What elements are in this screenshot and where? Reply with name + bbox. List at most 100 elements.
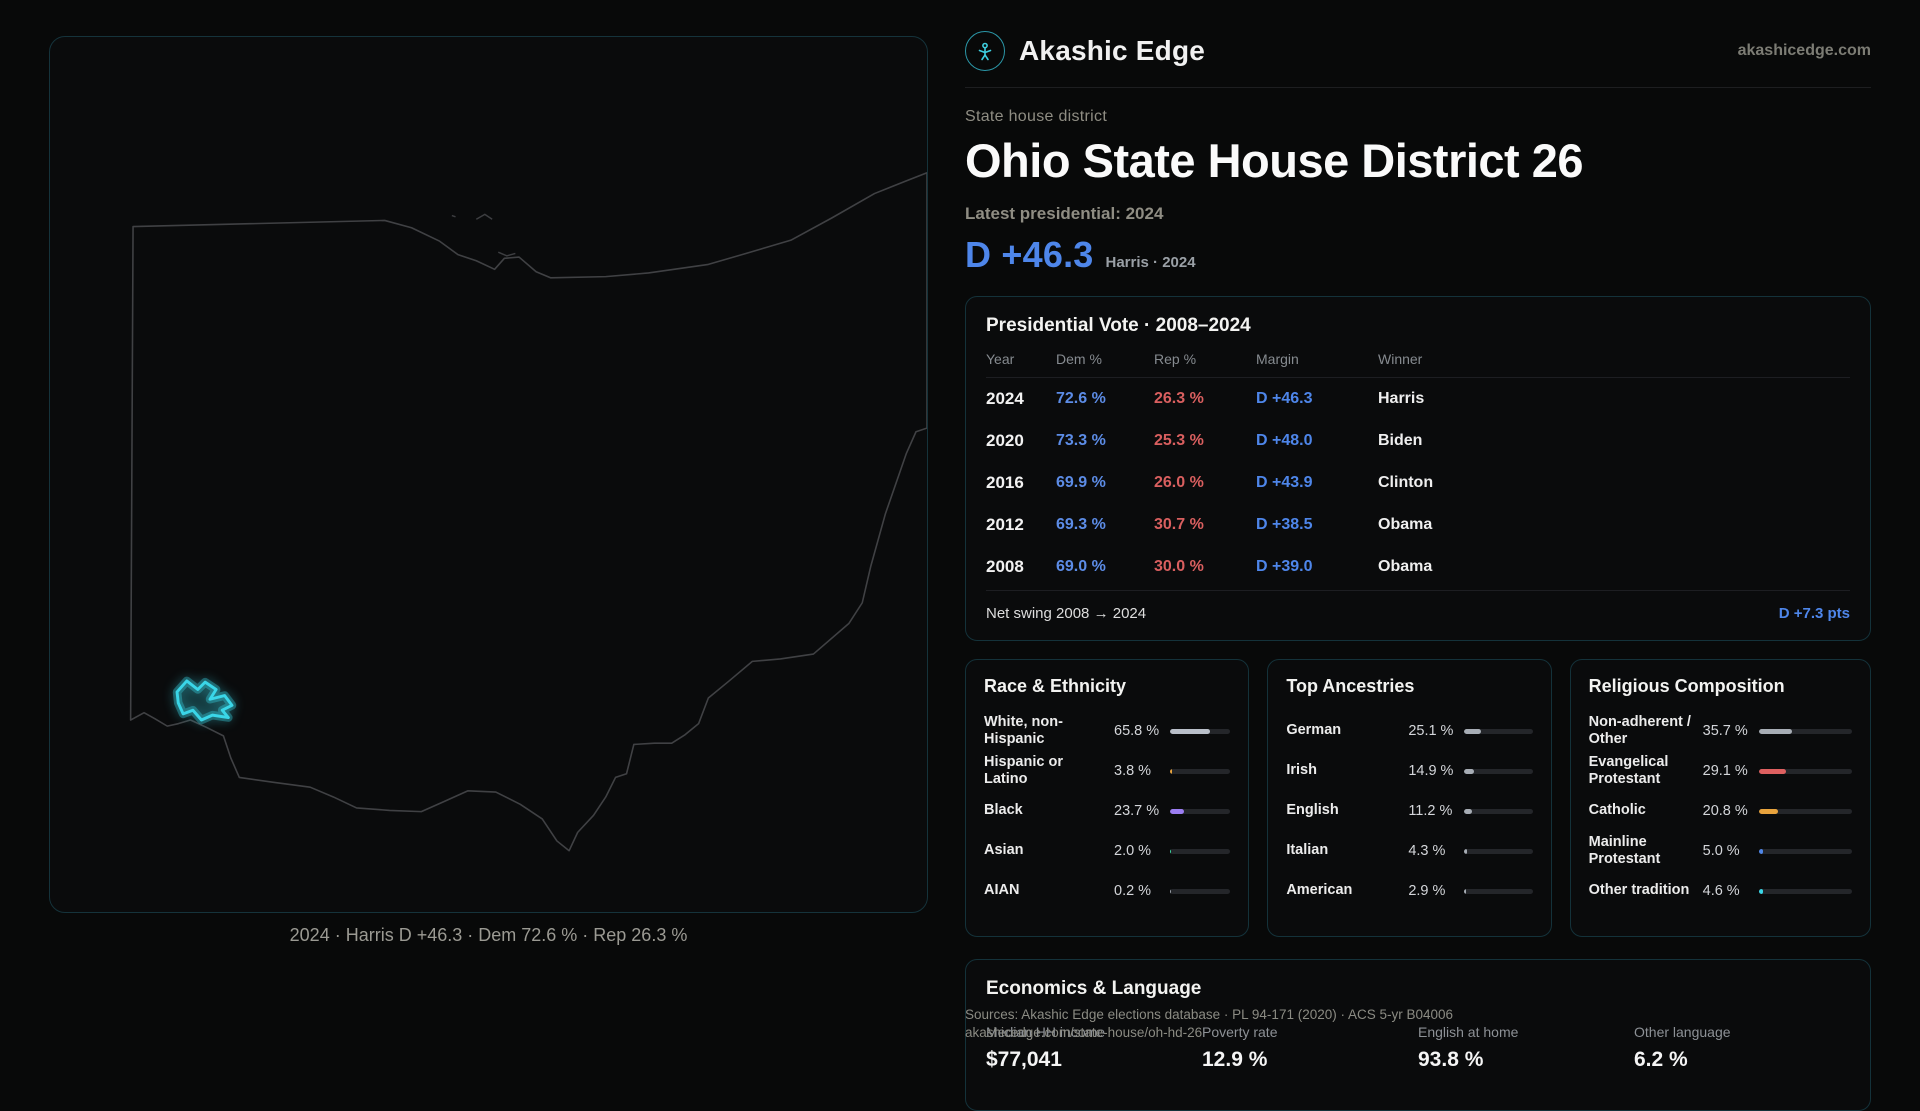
demo-value: 23.7 % bbox=[1114, 803, 1160, 819]
demo-label: Italian bbox=[1286, 842, 1329, 859]
list-item: American 2.9 % bbox=[1286, 871, 1533, 911]
demo-value: 29.1 % bbox=[1702, 763, 1748, 779]
demo-bar bbox=[1464, 728, 1533, 734]
rep-cell: 30.0 % bbox=[1154, 558, 1204, 575]
winner-cell: Biden bbox=[1378, 432, 1423, 449]
presidential-card-title: Presidential Vote · 2008–2024 bbox=[986, 315, 1251, 336]
district-type-kicker: State house district bbox=[965, 108, 1108, 125]
list-item: Asian 2.0 % bbox=[984, 831, 1231, 871]
demo-label: German bbox=[1286, 722, 1342, 739]
header: Akashic Edge akashicedge.com bbox=[965, 30, 1871, 72]
table-row: 2008 69.0 % 30.0 % D +39.0 Obama bbox=[986, 546, 1850, 588]
page-title: Ohio State House District 26 bbox=[965, 134, 1584, 187]
table-row: 2024 72.6 % 26.3 % D +46.3 Harris bbox=[986, 378, 1850, 420]
demo-bar bbox=[1170, 848, 1231, 854]
stat-value: 93.8 % bbox=[1418, 1048, 1484, 1071]
demo-value: 0.2 % bbox=[1114, 883, 1152, 899]
margin-cell: D +38.5 bbox=[1256, 516, 1313, 533]
demo-bar bbox=[1170, 808, 1231, 814]
demo-label: Mainline Protestant bbox=[1588, 833, 1661, 867]
demo-label: American bbox=[1286, 882, 1353, 899]
demo-bar bbox=[1758, 768, 1852, 774]
winner-cell: Obama bbox=[1378, 516, 1433, 533]
list-item: AIAN 0.2 % bbox=[984, 871, 1231, 911]
header-divider bbox=[965, 87, 1871, 88]
col-dem: Dem % bbox=[1056, 351, 1102, 367]
list-item: Irish 14.9 % bbox=[1286, 751, 1533, 791]
dem-cell: 72.6 % bbox=[1056, 390, 1106, 407]
demo-bar bbox=[1464, 848, 1533, 854]
table-row: 2012 69.3 % 30.7 % D +38.5 Obama bbox=[986, 504, 1850, 546]
winner-cell: Clinton bbox=[1378, 474, 1434, 491]
col-winner: Winner bbox=[1378, 351, 1423, 367]
demo-value: 4.3 % bbox=[1408, 843, 1446, 859]
col-year: Year bbox=[986, 351, 1015, 367]
demo-bar bbox=[1758, 888, 1852, 894]
table-row: 2016 69.9 % 26.0 % D +43.9 Clinton bbox=[986, 462, 1850, 504]
margin-cell: D +46.3 bbox=[1256, 390, 1313, 407]
stat-value: 6.2 % bbox=[1634, 1048, 1688, 1071]
lake-erie-islands bbox=[451, 213, 516, 257]
latest-presidential-label: Latest presidential: 2024 bbox=[965, 204, 1164, 223]
economics-card-title: Economics & Language bbox=[986, 978, 1202, 999]
demo-label: AIAN bbox=[984, 882, 1020, 899]
demo-label: English bbox=[1286, 802, 1339, 819]
dem-cell: 69.9 % bbox=[1056, 474, 1106, 491]
demo-bar bbox=[1464, 768, 1533, 774]
list-item: Italian 4.3 % bbox=[1286, 831, 1533, 871]
stat-other-language: Other language 6.2 % bbox=[1634, 1024, 1850, 1072]
demo-bar bbox=[1170, 728, 1231, 734]
demo-label: Other tradition bbox=[1588, 882, 1690, 899]
demo-bar bbox=[1758, 808, 1852, 814]
district-26-shape bbox=[175, 679, 234, 722]
economics-stats-row: Median HH income $77,041 Poverty rate 12… bbox=[986, 1024, 1850, 1072]
year-cell: 2012 bbox=[986, 515, 1024, 534]
stat-english-at-home: English at home 93.8 % bbox=[1418, 1024, 1634, 1072]
demo-bar bbox=[1464, 808, 1533, 814]
stat-poverty-rate: Poverty rate 12.9 % bbox=[1202, 1024, 1418, 1072]
col-rep: Rep % bbox=[1154, 351, 1197, 367]
demo-value: 20.8 % bbox=[1702, 803, 1748, 819]
ancestries-card-title: Top Ancestries bbox=[1286, 676, 1415, 696]
demo-value: 14.9 % bbox=[1408, 763, 1454, 779]
ohio-outline bbox=[129, 172, 927, 852]
demo-value: 2.9 % bbox=[1408, 883, 1446, 899]
race-ethnicity-card: Race & Ethnicity White, non-Hispanic 65.… bbox=[965, 659, 1250, 937]
winner-cell: Harris bbox=[1378, 390, 1425, 407]
list-item: German 25.1 % bbox=[1286, 711, 1533, 751]
demo-value: 25.1 % bbox=[1408, 723, 1454, 739]
table-row: 2020 73.3 % 25.3 % D +48.0 Biden bbox=[986, 420, 1850, 462]
margin-cell: D +43.9 bbox=[1256, 474, 1313, 491]
presidential-table-header: Year Dem % Rep % Margin Winner bbox=[986, 351, 1850, 378]
headline-margin-value: D +46.3 bbox=[965, 234, 1094, 275]
net-swing-label: Net swing 2008 → 2024 bbox=[986, 605, 1147, 622]
year-cell: 2016 bbox=[986, 473, 1024, 492]
dem-cell: 73.3 % bbox=[1056, 432, 1106, 449]
demo-label: Non-adherent / Other bbox=[1588, 713, 1691, 747]
top-ancestries-card: Top Ancestries German 25.1 % Irish 14.9 … bbox=[1267, 659, 1552, 937]
stat-value: 12.9 % bbox=[1202, 1048, 1268, 1071]
demo-label: Evangelical Protestant bbox=[1588, 753, 1669, 787]
brand-domain-link[interactable]: akashicedge.com bbox=[1737, 42, 1871, 59]
presidential-vote-card: Presidential Vote · 2008–2024 Year Dem %… bbox=[965, 296, 1871, 641]
list-item: Black 23.7 % bbox=[984, 791, 1231, 831]
race-card-title: Race & Ethnicity bbox=[984, 676, 1127, 696]
economics-language-card: Economics & Language Median HH income $7… bbox=[965, 959, 1871, 1111]
religious-composition-card: Religious Composition Non-adherent / Oth… bbox=[1569, 659, 1871, 937]
ohio-map-svg bbox=[129, 172, 927, 852]
religion-card-title: Religious Composition bbox=[1588, 676, 1785, 696]
akashic-logo-icon bbox=[965, 31, 1005, 71]
stat-median-income: Median HH income $77,041 bbox=[986, 1024, 1202, 1072]
demo-value: 65.8 % bbox=[1114, 723, 1160, 739]
stat-label: English at home bbox=[1418, 1024, 1519, 1040]
list-item: Catholic 20.8 % bbox=[1589, 791, 1852, 831]
year-cell: 2024 bbox=[986, 389, 1024, 408]
net-swing-value: D +7.3 pts bbox=[1778, 605, 1850, 622]
headline-margin-row: D +46.3 Harris · 2024 bbox=[965, 234, 1871, 276]
winner-cell: Obama bbox=[1378, 558, 1433, 575]
rep-cell: 25.3 % bbox=[1154, 432, 1204, 449]
col-margin: Margin bbox=[1256, 351, 1299, 367]
demo-label: Hispanic or Latino bbox=[984, 753, 1063, 787]
rep-cell: 26.3 % bbox=[1154, 390, 1204, 407]
map-caption: 2024 · Harris D +46.3 · Dem 72.6 % · Rep… bbox=[289, 925, 688, 945]
